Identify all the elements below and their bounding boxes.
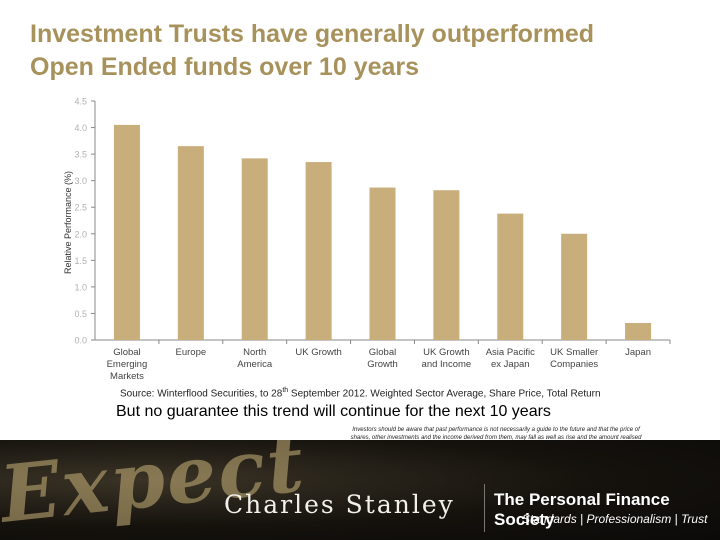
pfs-logo-name: The Personal Finance Society: [494, 490, 670, 529]
slide-title: Investment Trusts have generally outperf…: [30, 18, 710, 84]
y-tick-label: 1.5: [74, 256, 87, 266]
source-text-end: September 2012. Weighted Sector Average,…: [288, 388, 601, 400]
y-tick-label: 1.0: [74, 282, 87, 292]
bar: [177, 146, 204, 340]
x-category-label-line: ex Japan: [491, 359, 530, 370]
x-category-label-line: Japan: [625, 347, 651, 358]
pfs-logo-tagline: Standards | Professionalism | Trust: [522, 512, 708, 526]
bar: [561, 233, 588, 340]
bar: [625, 323, 652, 340]
y-tick-label: 0.0: [74, 336, 87, 346]
x-category-label-line: Markets: [110, 371, 144, 382]
y-axis-title: Relative Performance (%): [63, 171, 73, 274]
y-tick-label: 2.5: [74, 203, 87, 213]
x-category-label: UK Growth: [295, 347, 341, 358]
source-text: Source: Winterflood Securities, to 28: [120, 388, 283, 400]
footer-banner: Expect Charles Stanley The Personal Fina…: [0, 440, 720, 540]
logo-divider: [484, 484, 485, 532]
y-tick-label: 3.0: [74, 176, 87, 186]
x-category-label-line: Growth: [367, 359, 398, 370]
y-tick-label: 4.0: [74, 123, 87, 133]
caveat-text: But no guarantee this trend will continu…: [116, 403, 551, 420]
x-category-label: Asia Pacific ex Japan: [486, 347, 535, 370]
y-tick-label: 4.5: [74, 97, 87, 107]
source-note: Source: Winterflood Securities, to 28th …: [120, 387, 601, 399]
bar: [241, 158, 268, 340]
x-category-label-line: Global: [369, 347, 396, 358]
x-category-label: Global Emerging Markets: [107, 347, 148, 382]
bar: [497, 213, 524, 340]
charles-stanley-logo: Charles Stanley: [224, 490, 455, 519]
bar: [113, 124, 140, 341]
x-category-label-line: Asia Pacific: [486, 347, 535, 358]
x-category-label: UK Growth and Income: [422, 347, 472, 370]
x-category-label-line: Companies: [550, 359, 598, 370]
x-category-label-line: UK Growth: [423, 347, 469, 358]
x-category-label: UK Smaller Companies: [550, 347, 598, 370]
x-category-label-line: and Income: [422, 359, 472, 370]
x-category-label-line: Global: [113, 347, 140, 358]
x-category-label: Europe: [176, 347, 207, 358]
x-category-label-line: Europe: [176, 347, 207, 358]
x-category-label: Japan: [625, 347, 651, 358]
x-category-label-line: UK Smaller: [550, 347, 598, 358]
x-category-label-line: UK Growth: [295, 347, 341, 358]
bar: [433, 190, 460, 340]
y-tick-label: 2.0: [74, 229, 87, 239]
slide-title-line-1: Investment Trusts have generally outperf…: [30, 20, 595, 48]
y-tick-label: 3.5: [74, 150, 87, 160]
x-category-label: North America: [237, 347, 273, 370]
bar: [369, 187, 396, 340]
y-tick-label: 0.5: [74, 309, 87, 319]
x-category-label-line: America: [237, 359, 273, 370]
source-superscript: th: [282, 387, 289, 394]
bar-chart: 0.0 0.5 1.0 1.5 2.0 2.5 3.0 3.5 4.0 4.5 Relative P…: [63, 97, 671, 382]
x-category-label-line: North: [243, 347, 266, 358]
x-category-label: Global Growth: [367, 347, 398, 370]
bar: [305, 162, 332, 340]
x-category-label-line: Emerging: [107, 359, 148, 370]
slide-title-line-2: Open Ended funds over 10 years: [30, 53, 420, 81]
